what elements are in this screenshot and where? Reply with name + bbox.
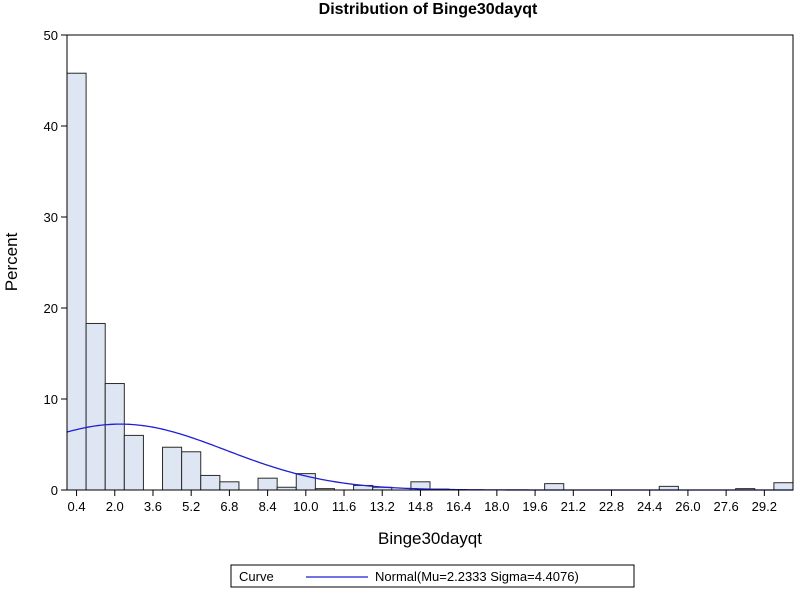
x-tick-label: 0.4 (68, 499, 86, 514)
histogram-bar (162, 446, 183, 491)
histogram-bar (85, 322, 106, 491)
x-tick-label: 27.6 (713, 499, 738, 514)
histogram-bar (219, 481, 240, 491)
y-tick-label: 10 (44, 392, 58, 407)
histogram-bar (123, 434, 144, 491)
x-tick-label: 22.8 (599, 499, 624, 514)
histogram-bar (200, 474, 221, 491)
y-tick-label: 50 (44, 28, 58, 43)
histogram-bar (544, 483, 565, 491)
legend-title: Curve (239, 569, 274, 584)
x-tick-label: 21.2 (561, 499, 586, 514)
y-tick-label: 30 (44, 210, 58, 225)
x-tick-label: 3.6 (144, 499, 162, 514)
bars-group (66, 72, 794, 491)
legend: Curve Normal(Mu=2.2333 Sigma=4.4076) (230, 564, 635, 588)
x-tick-label: 2.0 (106, 499, 124, 514)
histogram-bar (181, 451, 202, 491)
x-tick-label: 14.8 (408, 499, 433, 514)
histogram-bar (773, 482, 794, 491)
legend-entry-normal: Normal(Mu=2.2333 Sigma=4.4076) (375, 569, 579, 584)
y-axis: 0 10 20 30 40 50 (44, 28, 67, 498)
x-tick-label: 10.0 (293, 499, 318, 514)
histogram-bar (104, 383, 125, 491)
x-tick-label: 18.0 (484, 499, 509, 514)
x-tick-label: 6.8 (220, 499, 238, 514)
y-axis-label: Percent (2, 232, 21, 291)
x-tick-label: 11.6 (332, 499, 356, 514)
x-tick-label: 5.2 (182, 499, 200, 514)
y-tick-label: 20 (44, 301, 58, 316)
x-tick-label: 24.4 (637, 499, 662, 514)
chart-title: Distribution of Binge30dayqt (319, 1, 538, 18)
x-tick-label: 26.0 (675, 499, 700, 514)
x-tick-label: 29.2 (752, 499, 777, 514)
histogram-bar (257, 477, 278, 491)
x-tick-label: 19.6 (522, 499, 547, 514)
y-tick-label: 0 (51, 483, 58, 498)
legend-frame (230, 564, 635, 588)
y-tick-label: 40 (44, 119, 58, 134)
x-axis-label: Binge30dayqt (378, 529, 482, 548)
x-axis: 0.4 2.0 3.6 5.2 6.8 8.4 10.0 11.6 13.2 14.8 16.4 18… (68, 490, 777, 514)
x-tick-label: 8.4 (259, 499, 277, 514)
x-tick-label: 13.2 (370, 499, 395, 514)
x-tick-label: 16.4 (446, 499, 471, 514)
plot-frame (66, 34, 794, 491)
